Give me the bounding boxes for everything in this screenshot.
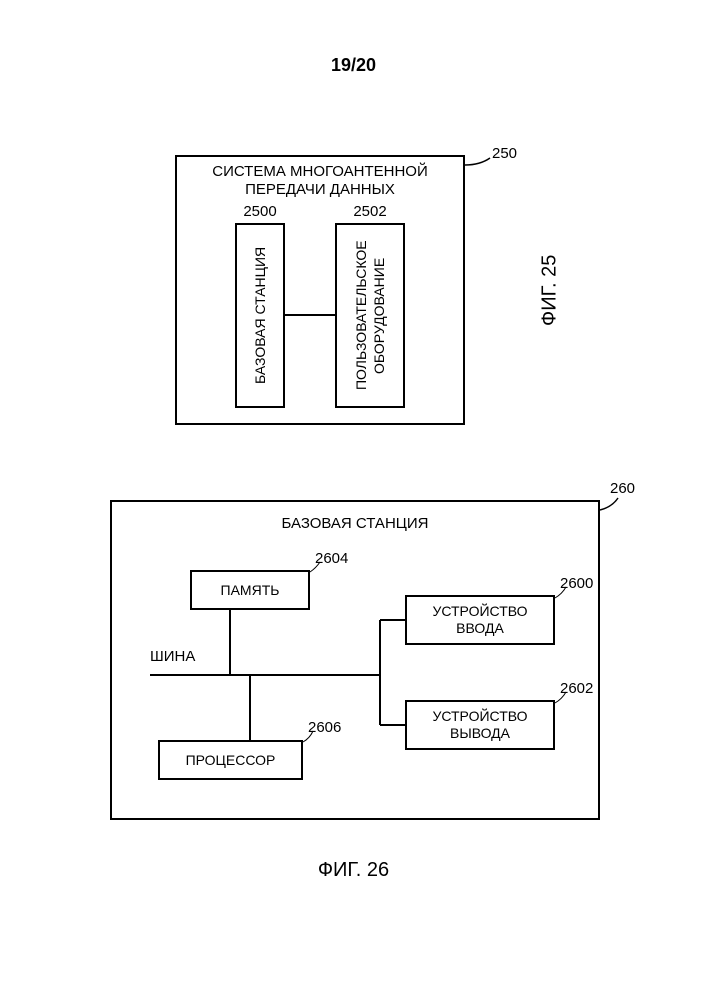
fig26-caption: ФИГ. 26	[0, 858, 707, 882]
fig26-bus-lines-icon	[0, 0, 707, 1000]
page: 19/20 СИСТЕМА МНОГОАНТЕННОЙ ПЕРЕДАЧИ ДАН…	[0, 0, 707, 1000]
